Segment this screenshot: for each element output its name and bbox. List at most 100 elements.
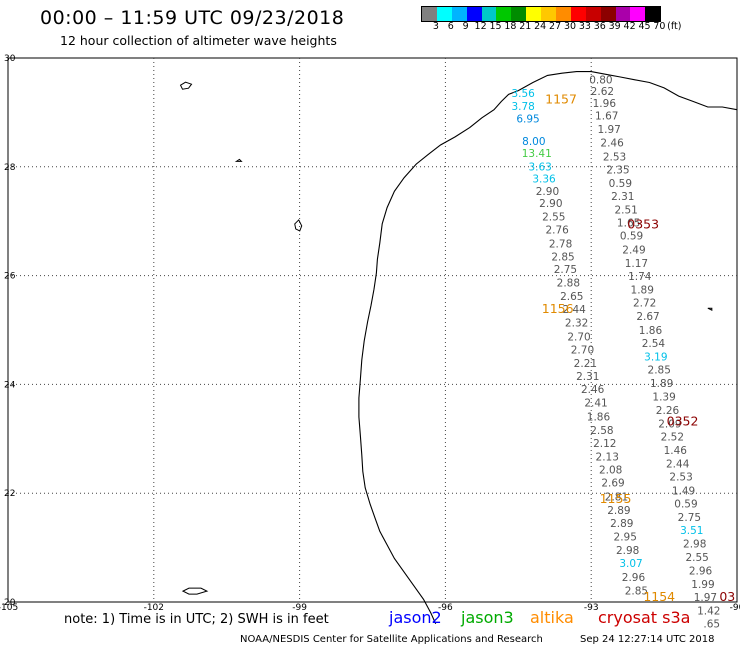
- satellite-legend-item: jason2: [389, 608, 442, 627]
- wave-height-label: 2.75: [554, 264, 577, 276]
- wave-height-label: 2.44: [666, 459, 690, 471]
- satellite-legend-item: jason3: [461, 608, 514, 627]
- scale-label: (ft): [667, 21, 682, 32]
- lon-tick-label: -99: [292, 603, 307, 613]
- scale-swatch: [541, 7, 557, 21]
- lat-tick-label: 22: [4, 489, 15, 499]
- color-scale: [421, 6, 662, 22]
- scale-label: 42: [623, 21, 636, 32]
- lat-tick-label: 24: [4, 380, 16, 390]
- lon-tick-label: -102: [144, 603, 164, 613]
- wave-height-label: 2.32: [565, 318, 588, 330]
- lon-tick-label: -105: [0, 603, 18, 613]
- wave-height-label: 1.42: [697, 606, 720, 618]
- scale-swatch: [526, 7, 542, 21]
- wave-height-label: 2.49: [622, 244, 645, 256]
- wave-height-label: 2.90: [539, 198, 562, 210]
- wave-height-label: 2.67: [636, 311, 659, 323]
- wave-height-label: 2.44: [562, 304, 586, 316]
- wave-height-label: 2.98: [616, 545, 639, 557]
- scale-swatch: [556, 7, 571, 21]
- lat-tick-label: 30: [4, 54, 16, 64]
- wave-height-label: 13.41: [522, 148, 552, 160]
- wave-height-label: 1.65: [617, 218, 640, 230]
- pass-time-label: 03: [719, 589, 735, 604]
- pass-time-label: 1155: [600, 491, 632, 506]
- scale-label: 45: [638, 21, 651, 32]
- pass-time-label: 0352: [667, 414, 699, 429]
- wave-height-label: 1.86: [639, 325, 663, 337]
- color-scale-labels: 3 6 9 12 15 18 21 24 27 30 33 36 39 42 45 70 (ft): [421, 21, 740, 35]
- timestamp-text: Sep 24 12:27:14 UTC 2018: [580, 634, 715, 645]
- wave-height-label: 2.52: [661, 431, 684, 443]
- wave-height-label: 2.72: [633, 298, 656, 310]
- wave-height-label: 2.62: [591, 86, 614, 98]
- wave-height-label: 3.56: [511, 88, 535, 100]
- page-subtitle: 12 hour collection of altimeter wave hei…: [60, 33, 337, 48]
- wave-height-label: 1.96: [593, 98, 617, 110]
- wave-height-label: 1.89: [631, 285, 654, 297]
- credit-text: NOAA/NESDIS Center for Satellite Applica…: [240, 634, 543, 645]
- wave-height-label: 2.85: [625, 585, 648, 597]
- wave-height-label: 2.89: [610, 518, 633, 530]
- scale-label: 12: [474, 21, 487, 32]
- wave-height-label: 2.09: [658, 418, 681, 430]
- wave-height-label: 1.89: [650, 378, 673, 390]
- wave-height-label: 2.95: [614, 532, 637, 544]
- wave-height-label: 2.54: [642, 338, 666, 350]
- wave-height-label: 2.55: [685, 552, 708, 564]
- wave-height-label: 0.80: [589, 75, 612, 87]
- wave-height-label: 2.13: [596, 452, 619, 464]
- lon-tick-label: -90: [730, 603, 740, 613]
- scale-swatch: [645, 7, 661, 21]
- scale-label: 9: [462, 21, 469, 32]
- wave-height-label: 2.81: [605, 491, 628, 503]
- wave-height-label: 2.21: [574, 358, 597, 370]
- page-title: 00:00 – 11:59 UTC 09/23/2018: [40, 7, 345, 29]
- wave-height-label: 3.51: [680, 525, 703, 537]
- wave-height-label: 2.89: [607, 505, 630, 517]
- wave-height-label: 2.31: [611, 191, 634, 203]
- scale-swatch: [496, 7, 512, 21]
- wave-height-label: 2.51: [614, 205, 637, 217]
- wave-height-label: 2.08: [599, 465, 622, 477]
- lon-tick-label: -93: [584, 603, 599, 613]
- wave-height-label: 2.53: [669, 472, 692, 484]
- satellite-legend-item: cryosat s3a: [598, 608, 691, 627]
- wave-height-label: 2.46: [600, 138, 624, 150]
- pass-time-label: 1154: [643, 589, 675, 604]
- lat-tick-label: 28: [4, 163, 16, 173]
- wave-height-label: 2.53: [603, 151, 626, 163]
- wave-height-label: 1.86: [587, 411, 611, 423]
- wave-height-label: 2.58: [590, 425, 613, 437]
- wave-height-label: 1.99: [691, 579, 714, 591]
- scale-swatch: [570, 7, 586, 21]
- wave-height-label: 2.46: [581, 384, 605, 396]
- map-frame: [7, 57, 738, 603]
- wave-height-label: 1.67: [595, 110, 618, 122]
- wave-height-label: 2.70: [571, 344, 594, 356]
- scale-label: 24: [534, 21, 547, 32]
- wave-height-label: 2.70: [567, 331, 590, 343]
- scale-swatch: [466, 7, 482, 21]
- wave-height-label: 1.49: [672, 485, 695, 497]
- wave-height-label: 3.36: [532, 174, 556, 186]
- scale-swatch: [422, 7, 437, 21]
- scale-swatch: [436, 7, 452, 21]
- lon-tick-label: -96: [438, 603, 453, 613]
- wave-height-label: 2.35: [606, 164, 629, 176]
- wave-height-label: 2.90: [536, 186, 559, 198]
- wave-height-label: 2.96: [689, 565, 713, 577]
- scale-swatch: [585, 7, 601, 21]
- footer-note: note: 1) Time is in UTC; 2) SWH is in fe…: [64, 612, 329, 627]
- wave-height-label: 0.59: [620, 231, 643, 243]
- wave-height-label: 6.95: [516, 114, 539, 126]
- scale-label: 39: [608, 21, 621, 32]
- wave-height-label: 1.46: [664, 445, 688, 457]
- pass-time-label: 1156: [542, 301, 574, 316]
- wave-height-label: 3.07: [619, 558, 642, 570]
- lake-chapala: [181, 587, 209, 595]
- lake-falcon: [294, 219, 303, 232]
- scale-label: 27: [549, 21, 562, 32]
- scale-label: 15: [489, 21, 502, 32]
